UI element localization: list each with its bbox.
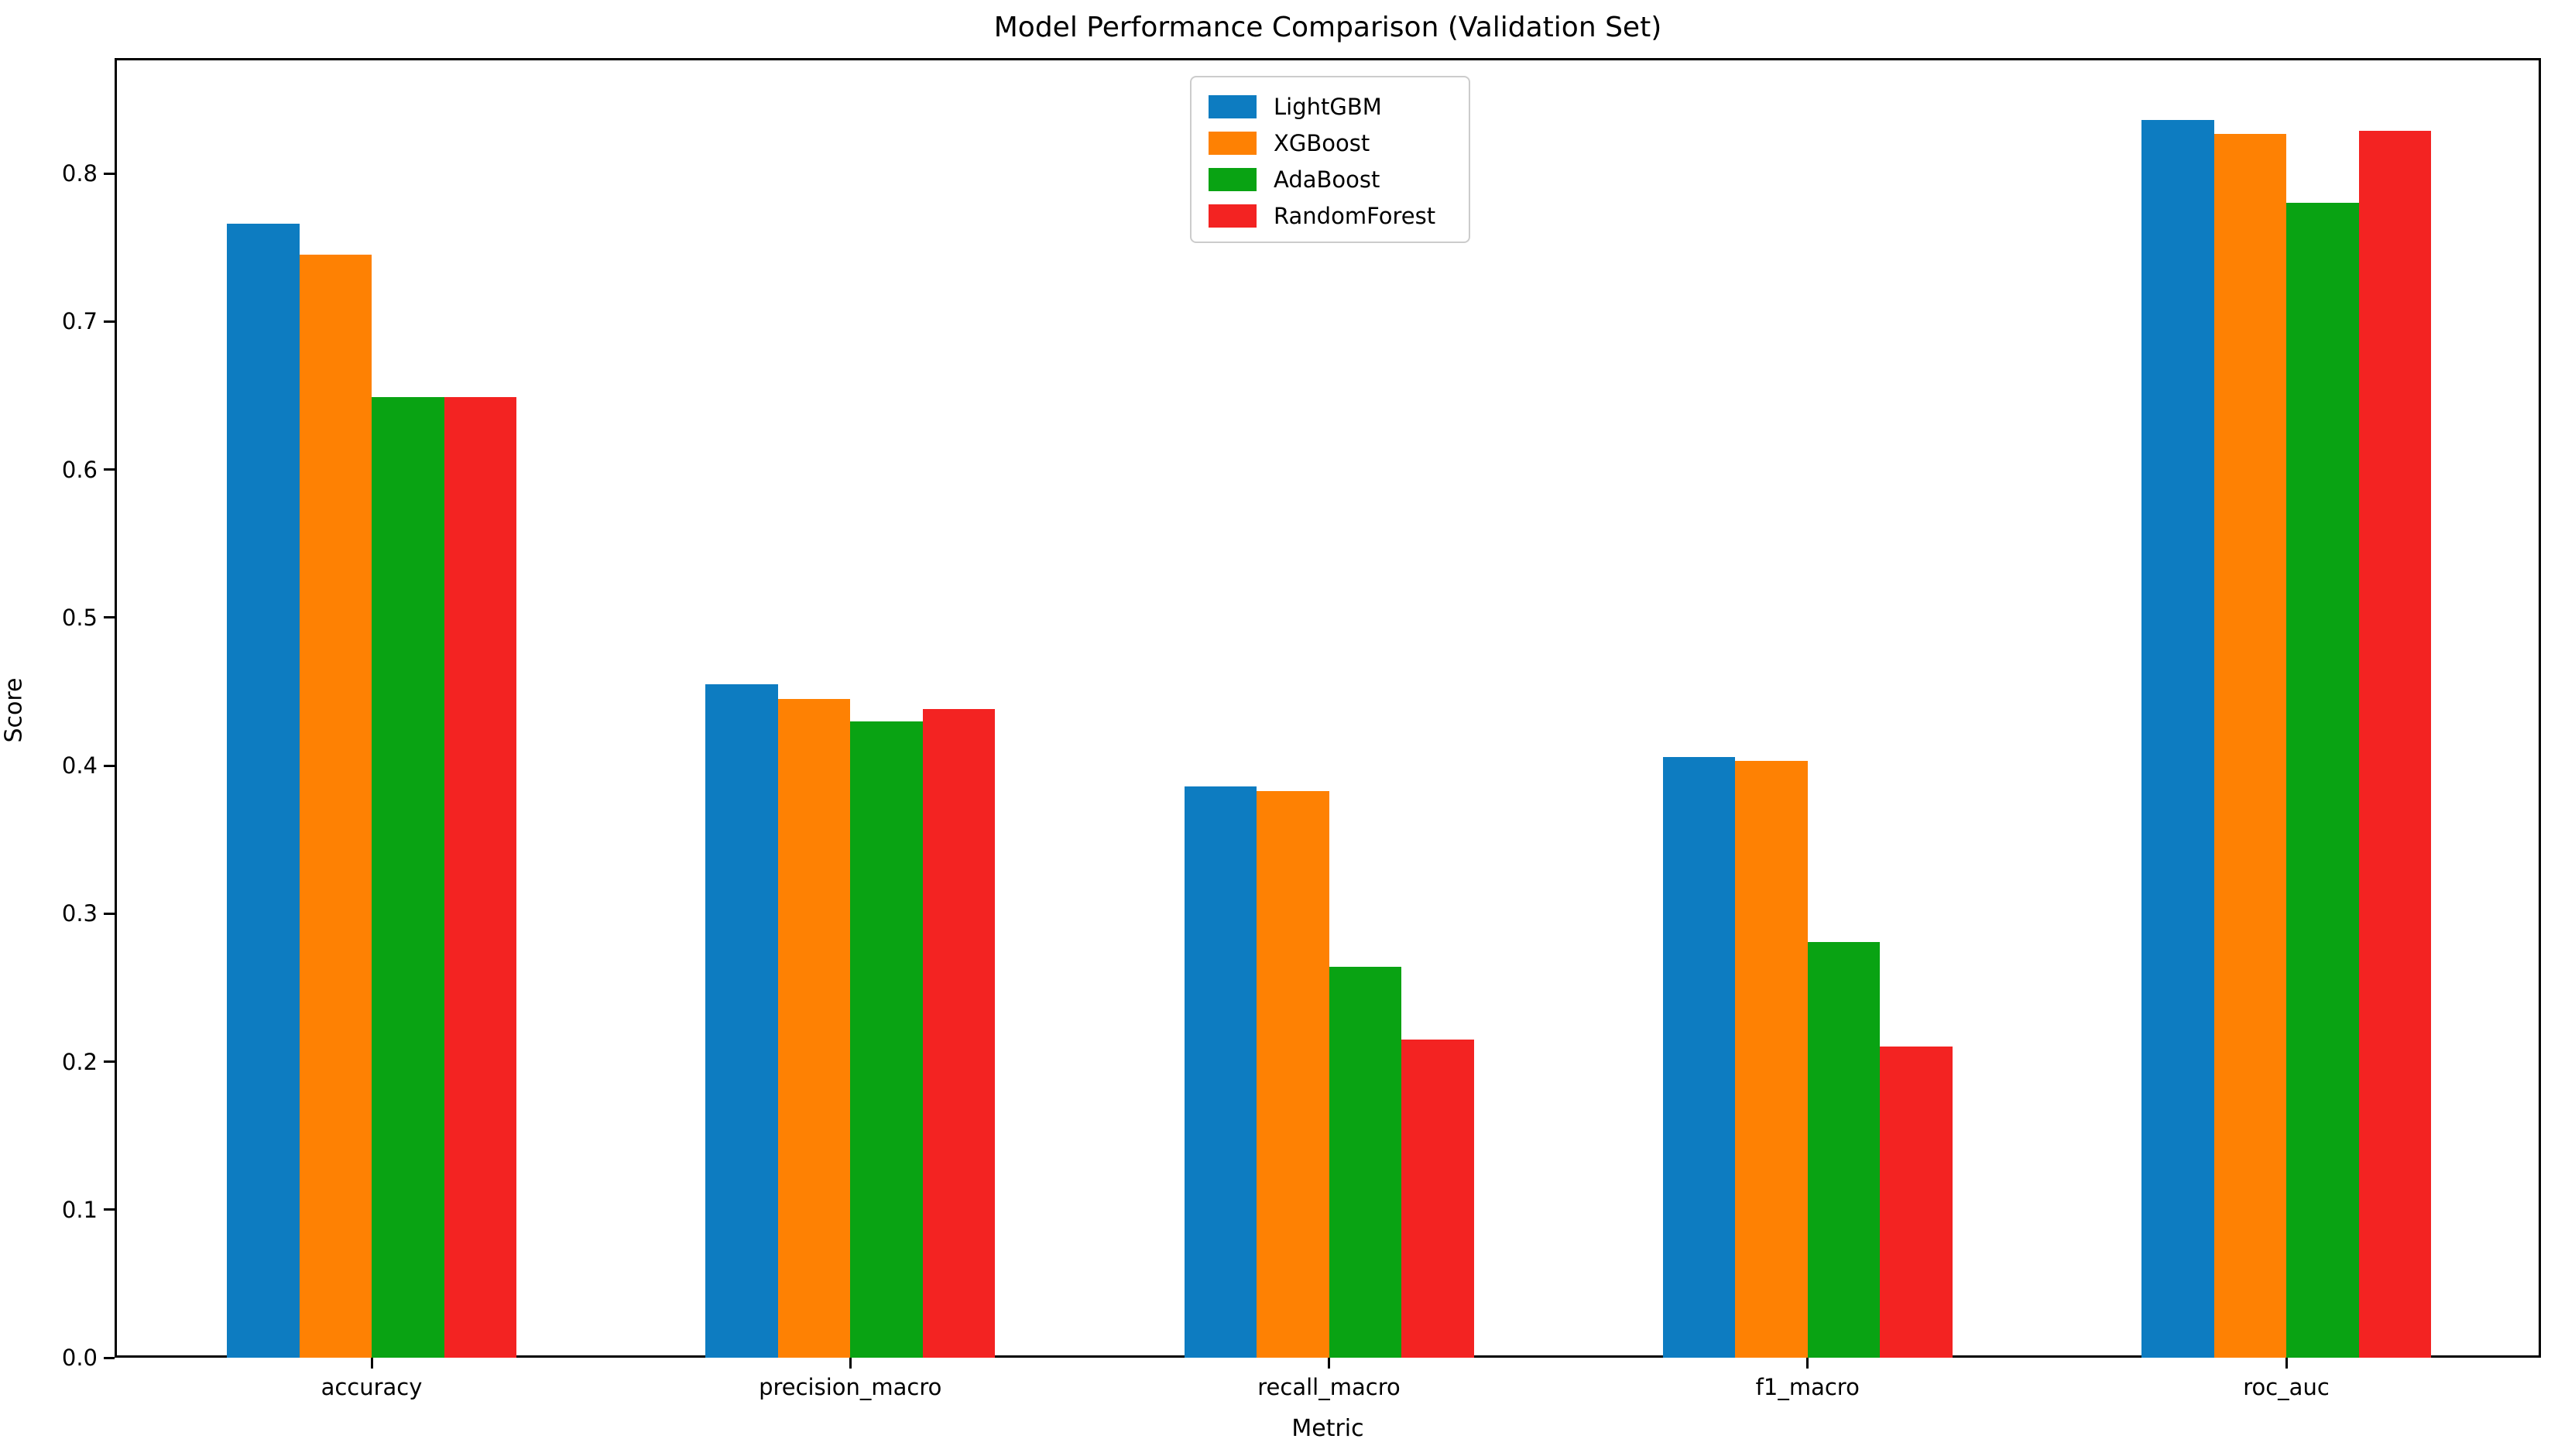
legend: LightGBM XGBoost AdaBoost RandomForest — [1190, 76, 1470, 243]
x-tick-label-accuracy: accuracy — [321, 1374, 423, 1400]
bar-LightGBM-recall_macro — [1184, 786, 1257, 1358]
y-tick-label: 0.7 — [61, 308, 98, 335]
y-tick-label: 0.1 — [61, 1196, 98, 1223]
y-tick-label: 0.0 — [61, 1345, 98, 1371]
legend-label: LightGBM — [1274, 93, 1382, 120]
legend-swatch-XGBoost — [1209, 131, 1257, 155]
legend-item-RandomForest: RandomForest — [1192, 197, 1469, 234]
bar-LightGBM-accuracy — [227, 224, 300, 1358]
y-tick-label: 0.8 — [61, 160, 98, 187]
x-tick-label-f1_macro: f1_macro — [1755, 1374, 1860, 1400]
legend-swatch-AdaBoost — [1209, 167, 1257, 191]
y-tick-mark — [104, 1356, 115, 1359]
bar-RandomForest-f1_macro — [1880, 1047, 1953, 1358]
x-tick-mark — [849, 1358, 852, 1369]
y-tick-mark — [104, 764, 115, 767]
bar-RandomForest-accuracy — [444, 396, 516, 1358]
x-tick-mark — [1806, 1358, 1809, 1369]
y-tick-label: 0.4 — [61, 752, 98, 779]
x-tick-mark — [2285, 1358, 2288, 1369]
x-axis-title: Metric — [1291, 1415, 1364, 1442]
y-tick-mark — [104, 912, 115, 915]
legend-item-XGBoost: XGBoost — [1192, 125, 1469, 161]
y-tick-mark — [104, 468, 115, 471]
y-tick-label: 0.3 — [61, 900, 98, 927]
bar-XGBoost-roc_auc — [2213, 133, 2286, 1358]
bar-XGBoost-precision_macro — [777, 699, 851, 1358]
legend-swatch-LightGBM — [1209, 94, 1257, 118]
y-tick-mark — [104, 1060, 115, 1064]
bar-AdaBoost-roc_auc — [2286, 203, 2359, 1358]
legend-swatch-RandomForest — [1209, 204, 1257, 228]
legend-label: AdaBoost — [1274, 166, 1380, 193]
bar-LightGBM-roc_auc — [2141, 120, 2214, 1358]
y-tick-mark — [104, 320, 115, 323]
bar-RandomForest-precision_macro — [922, 709, 996, 1358]
y-tick-mark — [104, 616, 115, 619]
legend-item-AdaBoost: AdaBoost — [1192, 161, 1469, 197]
x-tick-mark — [370, 1358, 373, 1369]
y-tick-label: 0.2 — [61, 1048, 98, 1075]
bar-LightGBM-f1_macro — [1662, 756, 1736, 1358]
bar-XGBoost-accuracy — [299, 255, 372, 1358]
x-tick-label-roc_auc: roc_auc — [2243, 1374, 2330, 1400]
bar-XGBoost-f1_macro — [1735, 761, 1808, 1358]
bar-RandomForest-recall_macro — [1401, 1039, 1474, 1358]
bar-AdaBoost-f1_macro — [1807, 941, 1881, 1358]
x-tick-label-precision_macro: precision_macro — [759, 1374, 942, 1400]
y-tick-mark — [104, 1208, 115, 1211]
bar-AdaBoost-precision_macro — [850, 721, 923, 1358]
bar-LightGBM-precision_macro — [705, 683, 778, 1358]
bar-RandomForest-roc_auc — [2358, 130, 2431, 1358]
legend-item-LightGBM: LightGBM — [1192, 88, 1469, 125]
y-axis-title: Score — [0, 677, 28, 743]
y-tick-mark — [104, 172, 115, 175]
legend-label: XGBoost — [1274, 129, 1370, 156]
y-tick-label: 0.5 — [61, 604, 98, 631]
chart-title: Model Performance Comparison (Validation… — [993, 12, 1662, 43]
bar-AdaBoost-recall_macro — [1329, 967, 1401, 1358]
x-tick-mark — [1328, 1358, 1330, 1369]
legend-label: RandomForest — [1274, 202, 1436, 229]
bar-XGBoost-recall_macro — [1257, 790, 1329, 1358]
y-tick-label: 0.6 — [61, 456, 98, 483]
x-tick-label-recall_macro: recall_macro — [1257, 1374, 1401, 1400]
bar-AdaBoost-accuracy — [372, 396, 444, 1358]
